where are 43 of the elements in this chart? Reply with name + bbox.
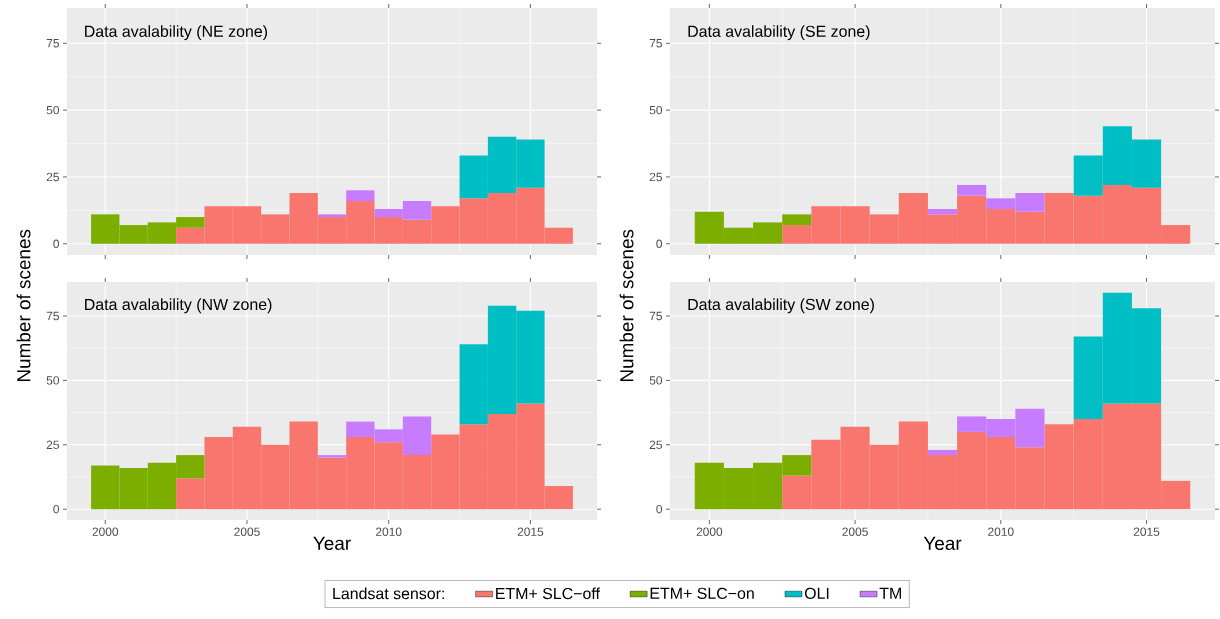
y-tick-label: 50 bbox=[46, 105, 60, 115]
text: Data avalability (NW zone) bbox=[85, 298, 272, 314]
text: Data avalability (SW zone) bbox=[688, 298, 874, 314]
bar bbox=[927, 449, 958, 456]
y-tick-label: 0 bbox=[53, 504, 60, 514]
bar bbox=[346, 190, 375, 201]
y-tick-label: 75 bbox=[649, 39, 662, 48]
y-axis-title: Number of scenes bbox=[16, 229, 31, 382]
y-tick-label: 50 bbox=[649, 105, 663, 115]
y-tick-label: 75 bbox=[46, 39, 59, 48]
legend-label: ETM+ SLC−off bbox=[496, 587, 600, 600]
bar bbox=[317, 455, 347, 458]
x-tick-label: 2015 bbox=[1133, 527, 1160, 536]
y-tick-label: 25 bbox=[46, 172, 59, 182]
x-tick-label: 2005 bbox=[842, 527, 868, 536]
x-tick-label: 2010 bbox=[988, 527, 1014, 536]
x-axis-title: Year bbox=[313, 536, 351, 551]
bar bbox=[957, 184, 987, 196]
x-tick-label: 2010 bbox=[375, 527, 402, 536]
legend-title: Landsat sensor: bbox=[333, 587, 444, 600]
bar bbox=[317, 214, 347, 218]
y-tick-label: 50 bbox=[46, 376, 60, 385]
x-tick-label: 2000 bbox=[92, 527, 119, 536]
y-tick-label: 75 bbox=[46, 311, 59, 321]
y-tick-label: 25 bbox=[46, 440, 59, 450]
y-axis-title: Number of scenes bbox=[619, 229, 634, 382]
legend-label: ETM+ SLC−on bbox=[650, 587, 754, 599]
y-tick-label: 50 bbox=[649, 376, 663, 385]
legend-label: TM bbox=[879, 587, 901, 599]
text: Data avalability (NE zone) bbox=[85, 25, 268, 41]
y-tick-label: 25 bbox=[649, 440, 662, 450]
bar bbox=[927, 209, 958, 215]
y-tick-label: 0 bbox=[656, 239, 663, 248]
y-tick-label: 25 bbox=[649, 172, 662, 182]
x-axis-title: Year bbox=[923, 536, 962, 551]
x-tick-label: 2000 bbox=[696, 527, 723, 536]
y-tick-label: 0 bbox=[656, 504, 663, 514]
y-tick-label: 75 bbox=[649, 311, 662, 321]
x-tick-label: 2015 bbox=[517, 527, 544, 536]
text: Data avalability (SE zone) bbox=[688, 25, 870, 41]
legend-label: OLI bbox=[804, 587, 829, 599]
x-tick-label: 2005 bbox=[234, 527, 260, 536]
y-tick-label: 0 bbox=[53, 239, 60, 248]
